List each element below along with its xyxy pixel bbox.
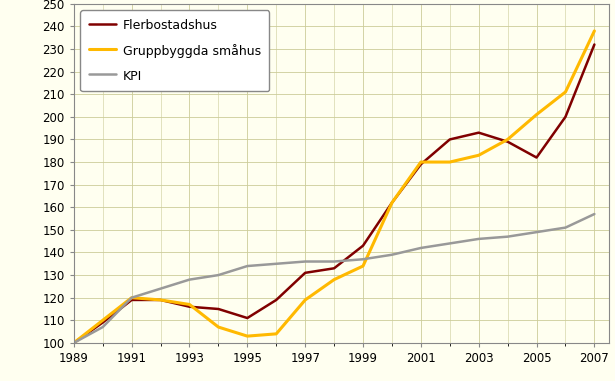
Gruppbyggda småhus — [157, 298, 164, 302]
KPI — [215, 273, 222, 277]
Line: KPI: KPI — [74, 214, 594, 343]
Legend: Flerbostadshus, Gruppbyggda småhus, KPI: Flerbostadshus, Gruppbyggda småhus, KPI — [80, 10, 269, 91]
Gruppbyggda småhus — [330, 277, 338, 282]
Gruppbyggda småhus — [186, 302, 193, 307]
Gruppbyggda småhus — [388, 200, 395, 205]
Flerbostadshus — [128, 298, 135, 302]
Flerbostadshus — [70, 341, 77, 345]
Gruppbyggda småhus — [504, 137, 511, 142]
Gruppbyggda småhus — [533, 112, 540, 117]
Flerbostadshus — [301, 271, 309, 275]
Line: Gruppbyggda småhus: Gruppbyggda småhus — [74, 31, 594, 343]
Flerbostadshus — [330, 266, 338, 271]
Gruppbyggda småhus — [475, 153, 482, 158]
KPI — [359, 257, 367, 261]
KPI — [446, 241, 453, 246]
Gruppbyggda småhus — [417, 160, 424, 164]
Flerbostadshus — [533, 155, 540, 160]
Gruppbyggda småhus — [70, 341, 77, 345]
KPI — [70, 341, 77, 345]
Gruppbyggda småhus — [590, 29, 598, 33]
KPI — [301, 259, 309, 264]
KPI — [128, 295, 135, 300]
Flerbostadshus — [446, 137, 453, 142]
KPI — [272, 261, 280, 266]
Gruppbyggda småhus — [446, 160, 453, 164]
Flerbostadshus — [417, 162, 424, 166]
KPI — [244, 264, 251, 268]
KPI — [417, 246, 424, 250]
Flerbostadshus — [99, 320, 106, 325]
Gruppbyggda småhus — [244, 334, 251, 338]
Flerbostadshus — [215, 307, 222, 311]
KPI — [561, 225, 569, 230]
Flerbostadshus — [504, 139, 511, 144]
Gruppbyggda småhus — [99, 318, 106, 323]
Gruppbyggda småhus — [215, 325, 222, 329]
Flerbostadshus — [244, 316, 251, 320]
KPI — [475, 237, 482, 241]
Flerbostadshus — [475, 130, 482, 135]
Gruppbyggda småhus — [272, 331, 280, 336]
KPI — [330, 259, 338, 264]
Gruppbyggda småhus — [301, 298, 309, 302]
Gruppbyggda småhus — [561, 90, 569, 94]
Flerbostadshus — [388, 200, 395, 205]
Flerbostadshus — [359, 243, 367, 248]
KPI — [99, 325, 106, 329]
KPI — [157, 287, 164, 291]
KPI — [388, 253, 395, 257]
Gruppbyggda småhus — [359, 264, 367, 268]
Gruppbyggda småhus — [128, 295, 135, 300]
Flerbostadshus — [272, 298, 280, 302]
KPI — [504, 234, 511, 239]
Line: Flerbostadshus: Flerbostadshus — [74, 45, 594, 343]
Flerbostadshus — [186, 304, 193, 309]
Flerbostadshus — [157, 298, 164, 302]
KPI — [590, 212, 598, 216]
KPI — [186, 277, 193, 282]
Flerbostadshus — [590, 42, 598, 47]
Flerbostadshus — [561, 115, 569, 119]
KPI — [533, 230, 540, 234]
